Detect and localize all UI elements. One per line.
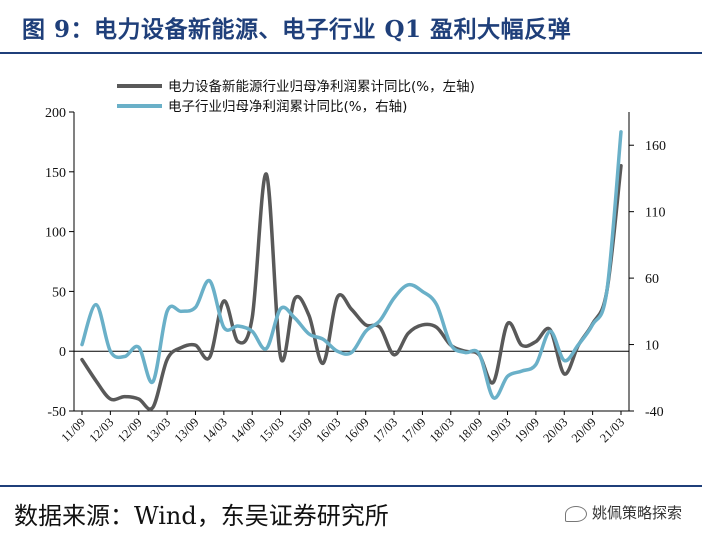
x-tick-label: 16/09 (342, 415, 372, 445)
x-tick-label: 18/09 (455, 415, 485, 445)
left-tick-label: 50 (52, 285, 66, 300)
watermark: 姚佩策略探索 (564, 502, 682, 523)
title-divider (0, 52, 702, 54)
right-tick-label: -40 (645, 405, 664, 420)
data-source: 数据来源：Wind，东吴证券研究所 (14, 502, 389, 530)
right-tick-label: 110 (645, 206, 665, 221)
left-tick-label: 200 (45, 106, 66, 121)
watermark-label: 姚佩策略探索 (591, 504, 682, 522)
x-tick-label: 15/03 (257, 415, 287, 445)
series-line-electronics (80, 130, 623, 400)
right-tick-label: 10 (645, 339, 659, 354)
x-tick-label: 19/03 (484, 415, 514, 445)
x-tick-label: 19/09 (512, 415, 542, 445)
line-chart: -50050100150200-40106011016011/0912/0312… (45, 78, 666, 445)
x-tick-label: 21/03 (597, 415, 627, 445)
x-tick-label: 12/03 (86, 415, 116, 445)
left-tick-label: 100 (45, 226, 66, 241)
footer-divider (0, 485, 702, 487)
x-tick-label: 14/09 (228, 415, 258, 445)
x-tick-label: 13/09 (172, 415, 202, 445)
left-tick-label: 0 (59, 345, 66, 360)
legend-label-electronics: 电子行业归母净利润累计同比(%，右轴) (168, 98, 407, 115)
series-line-power-equipment (80, 164, 623, 411)
x-tick-label: 20/09 (569, 415, 599, 445)
left-tick-label: -50 (47, 405, 66, 420)
x-tick-label: 18/03 (427, 415, 457, 445)
right-tick-label: 160 (645, 139, 666, 154)
x-tick-label: 17/03 (370, 415, 400, 445)
left-tick-label: 150 (45, 166, 66, 181)
x-tick-label: 16/03 (313, 415, 343, 445)
x-tick-label: 20/03 (540, 415, 570, 445)
right-tick-label: 60 (645, 272, 659, 287)
x-tick-label: 12/09 (115, 415, 145, 445)
x-tick-label: 17/09 (399, 415, 429, 445)
x-tick-label: 13/03 (143, 415, 173, 445)
wechat-icon (564, 505, 587, 522)
x-tick-label: 14/03 (200, 415, 230, 445)
figure-title: 图 9：电力设备新能源、电子行业 Q1 盈利大幅反弹 (22, 16, 572, 43)
x-tick-label: 15/09 (285, 415, 315, 445)
legend-label-power-equipment: 电力设备新能源行业归母净利润累计同比(%，左轴) (168, 78, 475, 95)
